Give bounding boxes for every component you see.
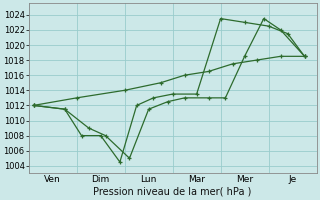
- X-axis label: Pression niveau de la mer( hPa ): Pression niveau de la mer( hPa ): [93, 187, 252, 197]
